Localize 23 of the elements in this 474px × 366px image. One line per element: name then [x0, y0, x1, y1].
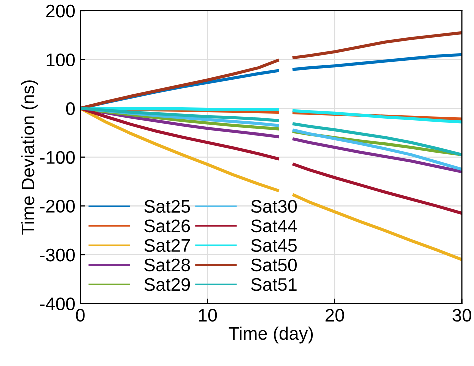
y-tick-label: -400 [40, 298, 76, 310]
x-tick-label: 30 [452, 309, 472, 322]
x-tick-label: 0 [76, 309, 85, 322]
legend-label: Sat27 [144, 239, 190, 252]
x-axis-title: Time (day) [228, 326, 314, 344]
legend-label: Sat45 [251, 239, 297, 252]
legend-label: Sat26 [144, 220, 190, 233]
x-tick-label: 20 [326, 309, 344, 322]
y-axis-title: Time Deviation (ns) [21, 80, 38, 235]
y-tick-label: 0 [66, 102, 76, 116]
x-tick-label: 10 [199, 309, 218, 322]
y-tick-label: 100 [46, 54, 76, 66]
y-tick-label: -100 [40, 151, 76, 164]
y-tick-label: -200 [40, 200, 76, 213]
legend-label: Sat44 [251, 220, 298, 233]
legend-label: Sat28 [144, 258, 190, 272]
y-tick-label: -300 [40, 248, 76, 262]
legend-label: Sat30 [251, 200, 298, 214]
legend-label: Sat50 [251, 258, 298, 272]
legend-label: Sat51 [251, 278, 297, 292]
legend-label: Sat25 [144, 200, 190, 214]
y-tick-label: 200 [46, 4, 76, 18]
legend-label: Sat29 [144, 278, 190, 292]
